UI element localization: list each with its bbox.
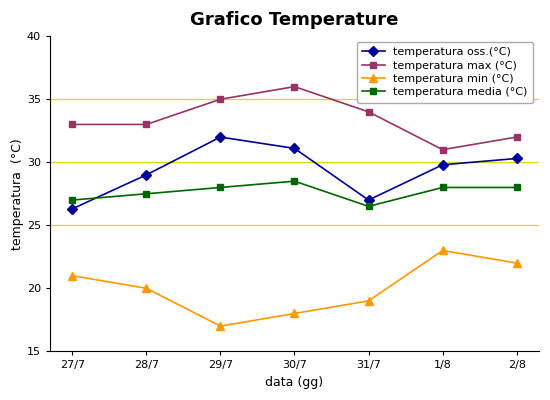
temperatura oss.(°C) (513, 156, 520, 161)
Legend: temperatura oss.(°C), temperatura max (°C), temperatura min (°C), temperatura me: temperatura oss.(°C), temperatura max (°… (357, 42, 534, 103)
temperatura max (°C) (69, 122, 75, 127)
temperatura max (°C) (439, 147, 446, 152)
Line: temperatura max (°C): temperatura max (°C) (69, 83, 520, 153)
temperatura max (°C) (513, 135, 520, 140)
temperatura min (°C) (513, 261, 520, 266)
Line: temperatura oss.(°C): temperatura oss.(°C) (69, 134, 520, 212)
temperatura min (°C) (365, 298, 372, 303)
temperatura media (°C) (143, 191, 150, 196)
Line: temperatura media (°C): temperatura media (°C) (69, 178, 520, 210)
temperatura oss.(°C) (365, 198, 372, 202)
Y-axis label: temperatura  (°C): temperatura (°C) (11, 138, 24, 250)
temperatura media (°C) (439, 185, 446, 190)
temperatura max (°C) (217, 97, 224, 102)
X-axis label: data (gg): data (gg) (266, 376, 323, 389)
temperatura min (°C) (439, 248, 446, 253)
temperatura media (°C) (69, 198, 75, 202)
temperatura max (°C) (291, 84, 298, 89)
Title: Grafico Temperature: Grafico Temperature (190, 11, 399, 29)
temperatura oss.(°C) (217, 135, 224, 140)
temperatura oss.(°C) (291, 146, 298, 151)
temperatura min (°C) (69, 273, 75, 278)
temperatura min (°C) (217, 324, 224, 328)
temperatura oss.(°C) (69, 206, 75, 211)
temperatura media (°C) (217, 185, 224, 190)
temperatura oss.(°C) (439, 162, 446, 167)
temperatura media (°C) (513, 185, 520, 190)
temperatura oss.(°C) (143, 172, 150, 177)
temperatura media (°C) (291, 179, 298, 184)
Line: temperatura min (°C): temperatura min (°C) (68, 246, 521, 330)
temperatura media (°C) (365, 204, 372, 209)
temperatura min (°C) (291, 311, 298, 316)
temperatura max (°C) (143, 122, 150, 127)
temperatura min (°C) (143, 286, 150, 291)
temperatura max (°C) (365, 110, 372, 114)
